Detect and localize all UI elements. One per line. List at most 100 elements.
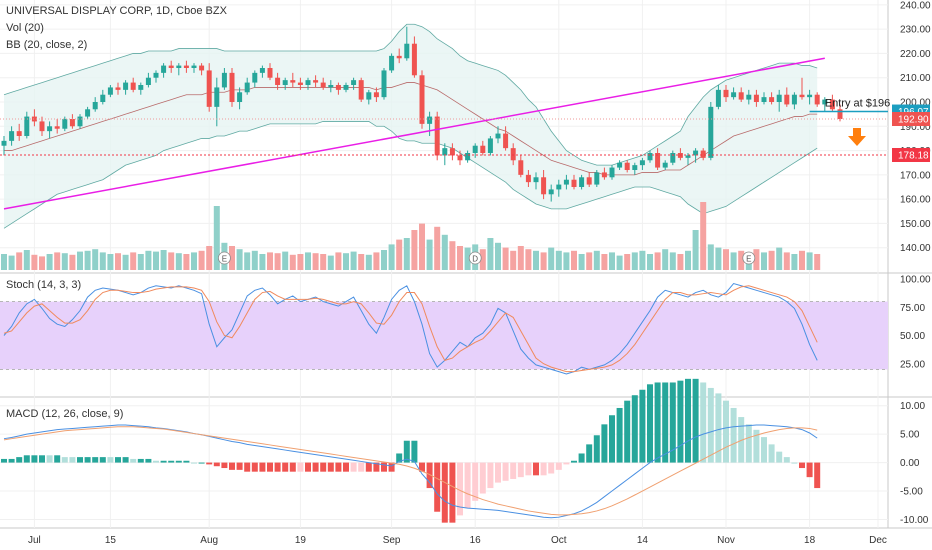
candle-body [799,94,805,98]
candle-body [1,140,7,146]
macd-histogram-bar [23,455,30,463]
macd-histogram-bar [495,462,501,483]
candle-body [548,189,554,195]
candle-body [472,145,478,153]
candle-body [518,160,524,175]
macd-histogram-bar [198,462,205,464]
volume-bar [685,250,691,270]
volume-bar [365,254,372,270]
macd-histogram-bar [350,462,357,472]
volume-bar [69,254,76,270]
candle-body [107,87,113,95]
macd-histogram-bar [153,460,159,463]
candle-body [100,94,106,102]
volume-bar [145,250,152,270]
candle-body [366,92,372,100]
volume-bar [723,249,729,270]
volume-bar [426,239,433,270]
candle-body [791,94,797,105]
macd-histogram-bar [730,407,737,463]
macd-histogram-bar [267,462,273,472]
macd-histogram-bar [586,444,593,463]
volume-bar [84,250,91,270]
volume-bar [358,254,365,270]
event-marker [217,251,231,265]
volume-bar [707,244,714,270]
volume-bar [327,255,334,270]
macd-histogram-bar [122,457,129,463]
macd-tick-label: 10.00 [900,401,925,412]
candle-body [639,160,645,166]
vol-label: Vol (20) [6,22,44,34]
macd-histogram-bar [571,460,577,463]
candle-body [16,131,22,136]
candle-body [662,162,668,168]
volume-bar [434,226,441,270]
candle-body [343,85,349,90]
bb-label: BB (20, close, 2) [6,39,88,51]
candle-body [282,80,288,85]
candle-body [259,68,265,73]
candle-body [62,119,68,129]
event-label: D [472,255,478,264]
macd-histogram-bar [168,460,175,463]
macd-histogram-bar [229,462,235,470]
volume-bar [115,253,121,270]
macd-histogram-bar [160,460,167,463]
volume-bar [107,254,114,270]
macd-histogram-bar [609,415,615,463]
price-tag [892,112,930,126]
candle-body [85,109,91,117]
volume-bar [601,254,608,270]
volume-bar [517,246,524,270]
candle-body [381,70,387,98]
volume-bar [616,255,623,270]
macd-histogram-bar [365,462,372,472]
candle-body [252,72,258,83]
macd-histogram-bar [99,457,106,463]
candle-body [244,82,250,93]
macd-histogram-bar [799,462,805,469]
volume-bar [61,253,68,270]
y-tick-label: 240.00 [900,0,931,11]
candle-body [320,82,326,88]
candle-body [396,55,402,59]
candle-body [328,85,334,88]
candle-body [449,148,455,156]
candle-body [647,153,653,161]
volume-bar [267,252,273,270]
candle-body [769,97,775,102]
volume-bar [305,252,311,270]
candle-body [267,68,273,78]
candle-body [221,72,227,88]
volume-bar [457,246,463,270]
volume-bar [244,252,251,270]
candle-body [822,99,828,105]
macd-histogram-bar [244,462,251,472]
volume-bar [373,252,380,270]
volume-bar [77,251,83,270]
candle-body [731,92,737,98]
volume-bar [677,254,684,270]
volume-bar [259,254,266,270]
volume-bar [441,234,448,270]
macd-tick-label: -10.00 [900,515,929,526]
macd-histogram-bar [723,400,729,463]
volume-bar [799,250,805,270]
candle-body [609,167,615,178]
macd-histogram-bar [525,462,532,476]
volume-bar [533,250,539,270]
candle-body [761,97,767,102]
x-tick-label: 15 [105,535,117,546]
candle-body [670,153,676,163]
bb-middle [4,82,818,176]
volume-bar [312,253,319,270]
candle-body [389,55,395,71]
volume-bar [16,252,23,270]
volume-bar [282,251,289,270]
candle-body [237,92,243,102]
candle-body [191,65,197,68]
volume-bar [783,252,790,270]
volume-bar [350,251,357,270]
